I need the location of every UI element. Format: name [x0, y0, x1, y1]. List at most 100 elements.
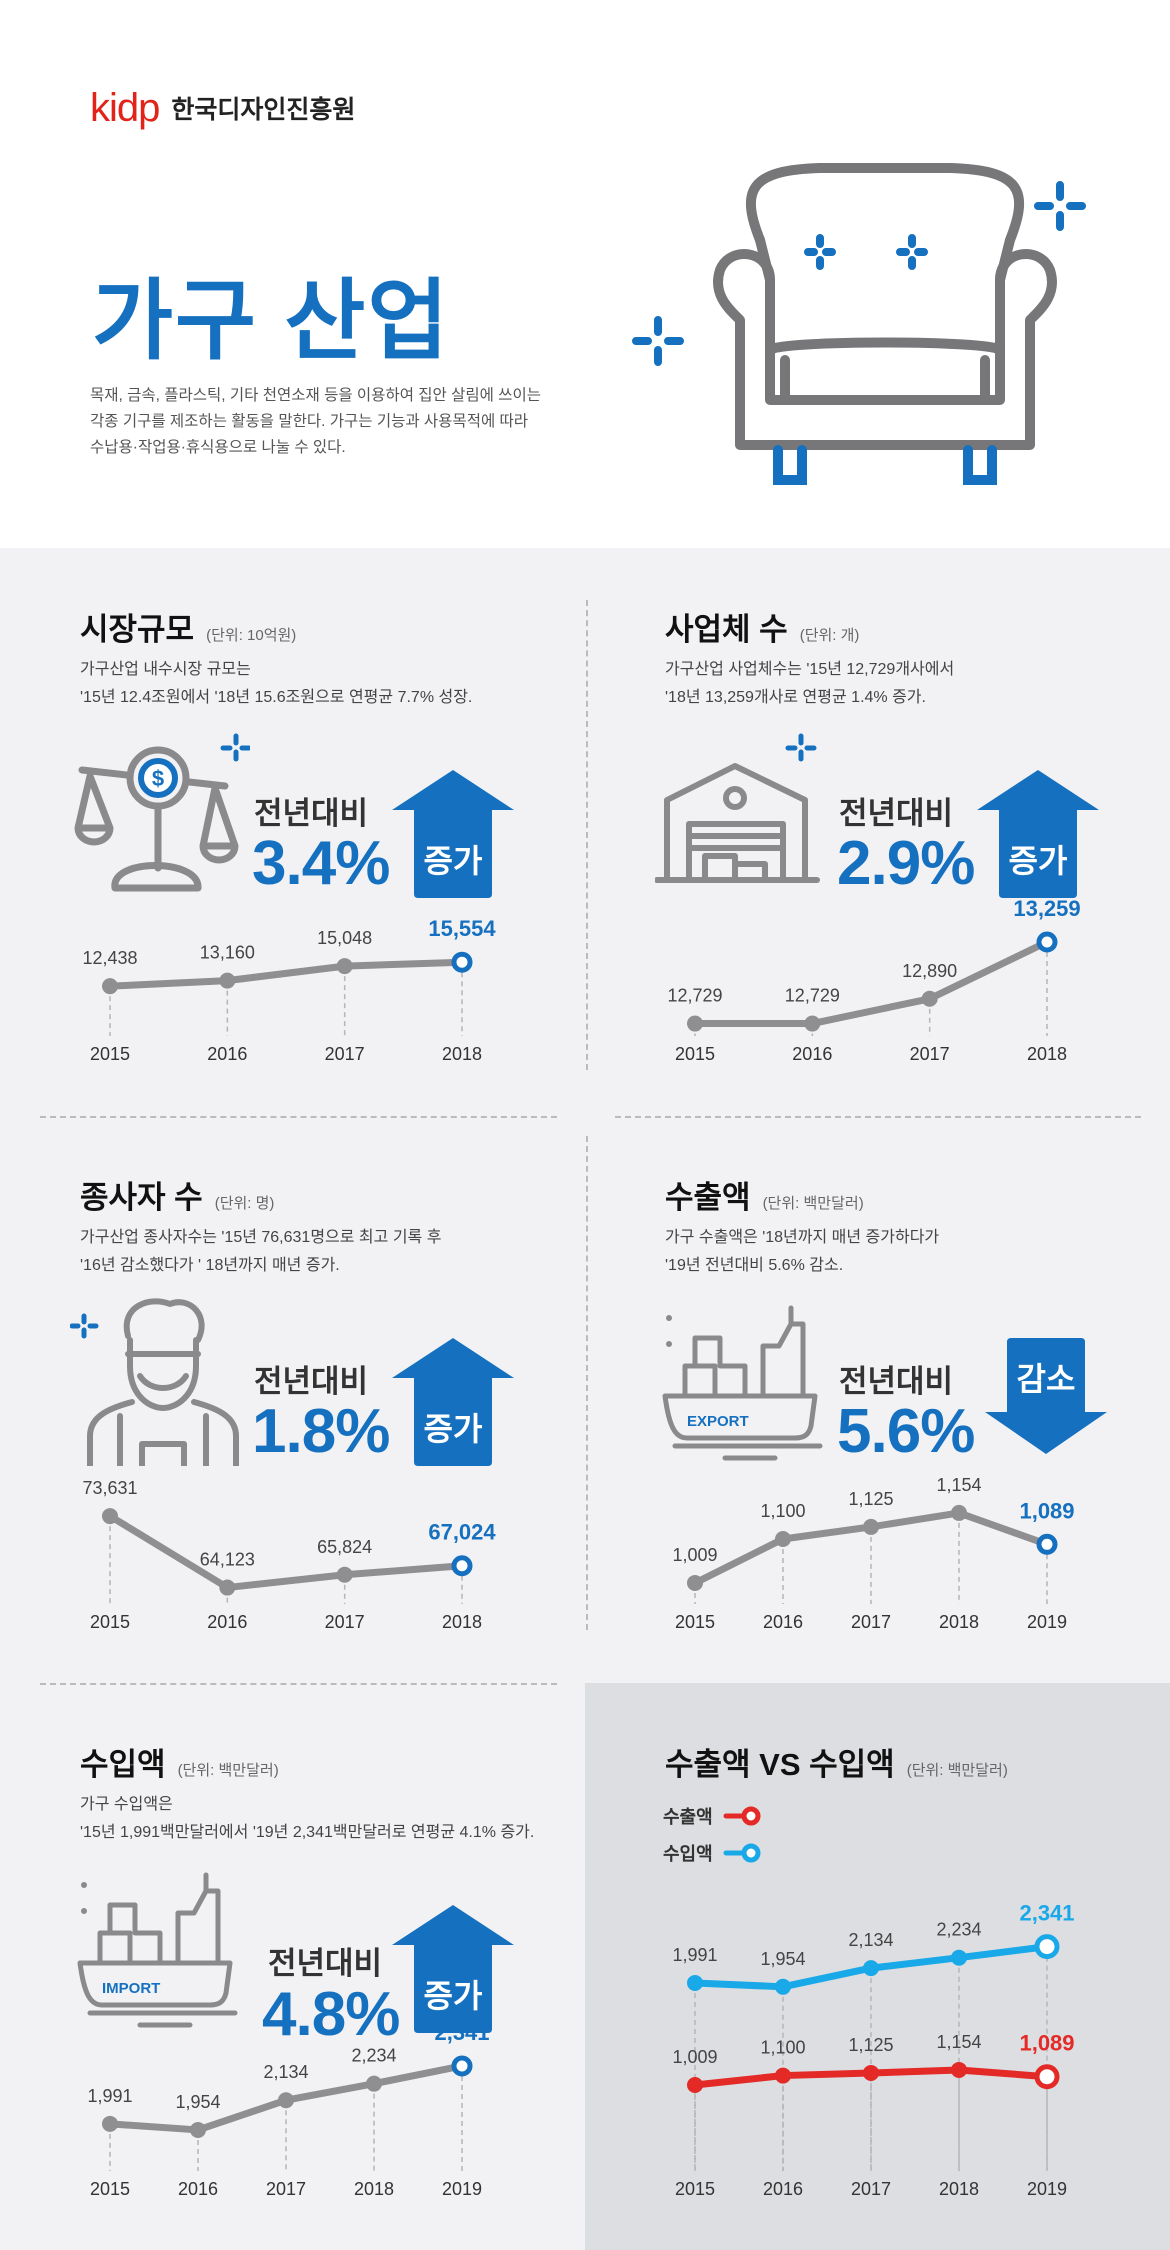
- trend-label: 증가: [423, 843, 483, 879]
- unit-text: (단위: 백만달러): [906, 1762, 1008, 1779]
- yoy-percent: 4.8%: [262, 1980, 400, 2049]
- year-tick-label: 2017: [266, 2179, 306, 2199]
- value-label-highlight: 2,341: [1019, 1901, 1074, 1926]
- legend-import: 수입액: [663, 1840, 763, 1866]
- value-label: 1,009: [672, 1545, 717, 1565]
- year-tick-label: 2018: [939, 2179, 979, 2199]
- value-label: 65,824: [317, 1537, 372, 1557]
- series-line: [695, 938, 1049, 1028]
- year-tick-label: 2018: [442, 1612, 482, 1632]
- legend-marker-red-icon: [723, 1806, 761, 1826]
- panel-title: 수출액 VS 수입액 (단위: 백만달러): [665, 1739, 1008, 1784]
- series-line: [109, 2062, 463, 2134]
- unit-text: (단위: 백만달러): [177, 1762, 279, 1779]
- unit-text: (단위: 명): [214, 1195, 275, 1212]
- market-size-panel: 시장규모 (단위: 10억원) 가구산업 내수시장 규모는 '15년 12.4조원에…: [0, 548, 585, 1115]
- data-point: [863, 1518, 879, 1535]
- compare-label: 전년대비: [254, 1364, 369, 1399]
- armchair-icon: [632, 163, 1086, 485]
- value-label: 1,009: [672, 2047, 717, 2067]
- data-point: [863, 1960, 879, 1977]
- business-count-panel: 사업체 수 (단위: 개) 가구산업 사업체수는 '15년 12,729개사에서 '…: [585, 548, 1170, 1115]
- employees-panel: 종사자 수 (단위: 명) 가구산업 종사자수는 '15년 76,631명으로 최…: [0, 1116, 585, 1683]
- title-text: 수출액 VS 수입액: [665, 1747, 895, 1782]
- compare-label: 전년대비: [268, 1946, 383, 1981]
- year-tick-label: 2018: [939, 1612, 979, 1632]
- value-label: 15,048: [317, 928, 372, 948]
- compare-label: 전년대비: [254, 796, 369, 831]
- data-point: [687, 1974, 703, 1991]
- data-point-highlight: [1036, 1533, 1058, 1555]
- trend-label: 감소: [1016, 1361, 1076, 1397]
- year-tick-label: 2019: [1027, 1612, 1067, 1632]
- series-line: [694, 1943, 1048, 1991]
- legend-export: 수출액: [663, 1803, 763, 1829]
- divider: [586, 600, 588, 1070]
- year-tick-label: 2017: [325, 1612, 365, 1632]
- warehouse-icon: [655, 733, 820, 883]
- increase-arrow-icon: 증가: [977, 770, 1099, 898]
- increase-arrow-icon: 증가: [392, 770, 514, 898]
- data-point-highlight: [1034, 2064, 1060, 2090]
- data-point: [190, 2121, 206, 2138]
- data-point: [219, 972, 236, 989]
- title-text: 수입액: [80, 1747, 166, 1782]
- panel-title: 사업체 수 (단위: 개): [665, 604, 859, 649]
- compare-label: 전년대비: [839, 796, 954, 831]
- data-point: [775, 2067, 791, 2084]
- divider: [586, 1136, 588, 1630]
- kidp-logo[interactable]: kidp 한국디자인진흥원: [90, 88, 355, 128]
- title-text: 사업체 수: [665, 612, 788, 647]
- data-point: [687, 1015, 703, 1032]
- desc-line: 수납용·작업용·휴식용으로 나눌 수 있다.: [90, 439, 346, 456]
- year-tick-label: 2016: [178, 2179, 218, 2199]
- ship-label: EXPORT: [687, 1413, 749, 1430]
- year-tick-label: 2015: [90, 2179, 130, 2199]
- data-point: [951, 2061, 967, 2078]
- series-line: [108, 1513, 463, 1592]
- desc-line: '16년 감소했다가 ' 18년까지 매년 증가.: [80, 1257, 340, 1274]
- data-point: [278, 2092, 294, 2109]
- data-point: [687, 1574, 703, 1591]
- panel-description: 가구산업 종사자수는 '15년 76,631명으로 최고 기록 후 '16년 감소…: [80, 1224, 441, 1280]
- panel-description: 가구산업 내수시장 규모는 '15년 12.4조원에서 '18년 15.6조원으로…: [80, 656, 472, 712]
- desc-line: 가구산업 종사자수는 '15년 76,631명으로 최고 기록 후: [80, 1229, 442, 1246]
- data-point: [921, 990, 938, 1007]
- year-tick-label: 2018: [1027, 1044, 1067, 1064]
- desc-line: '18년 13,259개사로 연평균 1.4% 증가.: [665, 689, 926, 706]
- value-label: 2,134: [263, 2062, 308, 2082]
- series-line: [109, 958, 463, 990]
- data-point: [336, 958, 353, 975]
- data-point: [102, 978, 118, 995]
- unit-text: (단위: 백만달러): [762, 1195, 864, 1212]
- desc-line: 가구산업 사업체수는 '15년 12,729개사에서: [665, 661, 955, 678]
- panel-title: 수입액 (단위: 백만달러): [80, 1739, 279, 1784]
- desc-line: 가구산업 내수시장 규모는: [80, 661, 251, 678]
- year-tick-label: 2015: [675, 1612, 715, 1632]
- title-text: 시장규모: [80, 612, 195, 647]
- data-point: [102, 2115, 118, 2132]
- year-tick-label: 2017: [851, 2179, 891, 2199]
- divider: [40, 1683, 557, 1685]
- data-point: [336, 1566, 353, 1583]
- data-point-highlight: [1034, 1934, 1060, 1960]
- year-tick-label: 2017: [910, 1044, 950, 1064]
- value-label: 12,890: [902, 961, 957, 981]
- panel-title: 수출액 (단위: 백만달러): [665, 1172, 864, 1217]
- desc-line: 각종 기구를 제조하는 활동을 말한다. 가구는 기능과 사용목적에 따라: [90, 413, 529, 430]
- data-point: [775, 1978, 791, 1995]
- increase-arrow-icon: 증가: [392, 1338, 514, 1466]
- decrease-arrow-icon: 감소: [985, 1338, 1107, 1466]
- desc-line: '19년 전년대비 5.6% 감소.: [665, 1257, 844, 1274]
- value-label-highlight: 67,024: [428, 1520, 496, 1545]
- value-label: 73,631: [82, 1478, 137, 1498]
- value-label: 1,991: [87, 2086, 132, 2106]
- value-label: 2,234: [936, 1920, 981, 1940]
- data-point: [951, 1504, 967, 1521]
- value-label: 1,954: [175, 2092, 220, 2112]
- data-point: [775, 1530, 791, 1547]
- legend-marker-cyan-icon: [723, 1843, 761, 1863]
- panel-description: 가구 수출액은 '18년까지 매년 증가하다가 '19년 전년대비 5.6% 감소…: [665, 1224, 939, 1280]
- value-label: 13,160: [200, 943, 255, 963]
- value-label: 1,100: [760, 1501, 805, 1521]
